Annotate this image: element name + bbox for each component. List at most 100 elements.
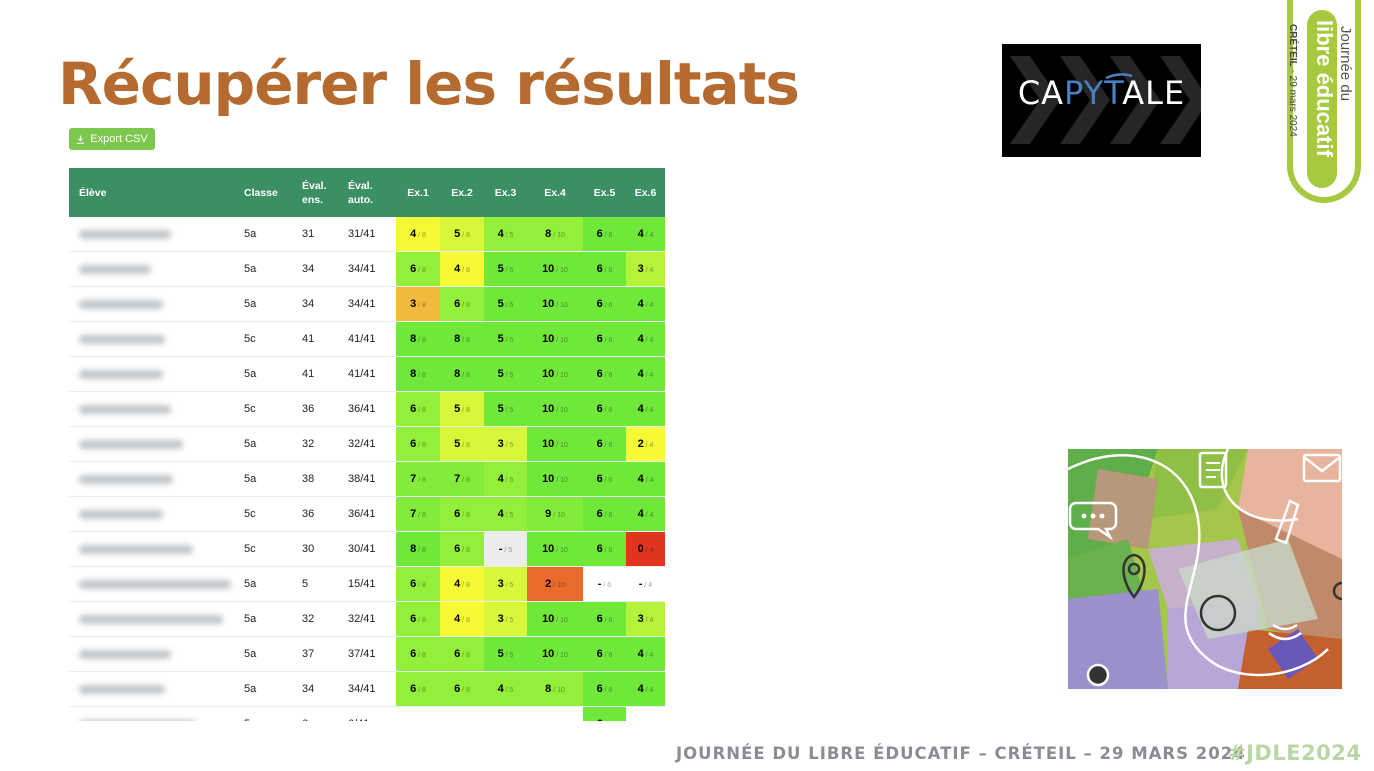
score-value: 5 <box>454 438 461 450</box>
header-ex-3[interactable]: Ex.3 <box>494 186 517 199</box>
score-value: 5 <box>497 368 504 380</box>
score-cell: - / 5 <box>484 706 527 721</box>
header-ex-1[interactable]: Ex.1 <box>407 186 429 199</box>
score-total: / 5 <box>503 512 514 519</box>
score-cell: 6 / 8 <box>396 391 440 427</box>
cell-eval-auto: 31/41 <box>348 217 396 252</box>
score-cell: 5 / 8 <box>440 391 484 427</box>
header-ex-5[interactable]: Ex.5 <box>593 186 616 199</box>
header-eval-auto[interactable]: Éval. auto. <box>348 179 374 206</box>
results-table: Élève Classe Éval. ens. Éval. auto. Ex.1… <box>69 168 665 721</box>
score-cell: 4 / 4 <box>626 496 665 532</box>
student-name-blurred <box>69 251 244 287</box>
header-eval-ens[interactable]: Éval. ens. <box>302 179 327 206</box>
score-value: 8 <box>454 368 461 380</box>
score-cell: 6 / 6 <box>583 356 626 392</box>
score-cell: 7 / 8 <box>396 496 440 532</box>
score-cell: 6 / 6 <box>583 706 626 721</box>
header-ex-2[interactable]: Ex.2 <box>451 186 473 199</box>
student-name-blurred <box>69 496 244 532</box>
score-cell: 10 / 10 <box>527 251 583 287</box>
score-total: / 5 <box>503 617 514 624</box>
score-value: 6 <box>596 298 603 310</box>
cell-class: 5a <box>244 251 302 287</box>
score-total: / 5 <box>503 407 514 414</box>
score-cell: 4 / 4 <box>626 356 665 392</box>
score-cell: - / 6 <box>583 566 626 602</box>
score-total: / 5 <box>503 687 514 694</box>
score-total: / 6 <box>602 267 613 274</box>
score-cell: 5 / 5 <box>484 286 527 322</box>
score-value: 6 <box>454 298 461 310</box>
score-total: / 4 <box>643 372 654 379</box>
score-cell: 2 / 4 <box>626 426 665 462</box>
cell-eval-ens: 36 <box>302 391 348 427</box>
cell-eval-auto: 6/41 <box>348 706 396 721</box>
score-cell: 6 / 8 <box>396 601 440 637</box>
pencil-icon <box>1274 499 1300 545</box>
score-total: / 8 <box>416 512 426 519</box>
document-icon <box>1198 451 1228 489</box>
header-ex-4[interactable]: Ex.4 <box>544 186 566 199</box>
export-csv-button[interactable]: Export CSV <box>69 128 155 150</box>
score-cell: 10 / 10 <box>527 391 583 427</box>
score-value: 8 <box>410 543 417 555</box>
score-cell: 4 / 4 <box>626 671 665 707</box>
score-cell: 3 / 8 <box>396 286 440 322</box>
cell-eval-auto: 41/41 <box>348 356 396 392</box>
score-value: 4 <box>410 228 417 240</box>
header-ex-6[interactable]: Ex.6 <box>634 186 657 199</box>
score-value: 10 <box>542 368 555 380</box>
score-cell: 4 / 4 <box>626 391 665 427</box>
table-row[interactable]: 5a66/41- / 8- / 8- / 5- / 106 / 6- / 4 <box>69 706 665 721</box>
score-value: 5 <box>454 403 461 415</box>
score-cell: 5 / 5 <box>484 391 527 427</box>
score-value: - <box>411 718 415 721</box>
student-name-blurred <box>69 356 244 392</box>
footer-hashtag: #JDLE2024 <box>1228 741 1362 765</box>
score-value: 6 <box>596 368 603 380</box>
score-total: / 8 <box>460 512 470 519</box>
cell-class: 5a <box>244 636 302 672</box>
score-value: - <box>499 718 503 721</box>
score-value: 4 <box>637 333 644 345</box>
score-total: / 8 <box>416 407 426 414</box>
score-total: / 4 <box>643 547 654 554</box>
score-cell: - / 4 <box>626 706 665 721</box>
header-class[interactable]: Classe <box>244 186 278 199</box>
score-cell: 4 / 8 <box>440 251 484 287</box>
score-value: 6 <box>596 403 603 415</box>
score-cell: 6 / 6 <box>583 601 626 637</box>
score-cell: 8 / 10 <box>527 671 583 707</box>
score-total: / 8 <box>460 232 470 239</box>
score-cell: 6 / 8 <box>396 671 440 707</box>
score-cell: 6 / 8 <box>440 531 484 567</box>
score-value: 6 <box>596 473 603 485</box>
score-total: / 8 <box>460 337 470 344</box>
student-name-blurred <box>69 217 244 252</box>
header-student[interactable]: Élève <box>79 186 107 199</box>
score-total: / 6 <box>601 582 612 589</box>
score-cell: 6 / 6 <box>583 496 626 532</box>
score-total: / 8 <box>416 442 426 449</box>
badge-line-3: CRÉTEIL - 29 mars 2024 <box>1287 24 1298 137</box>
score-total: / 8 <box>460 302 470 309</box>
score-total: / 4 <box>643 442 654 449</box>
logo-text-end: ALE <box>1122 74 1186 112</box>
cell-class: 5a <box>244 286 302 322</box>
mail-icon <box>1302 453 1342 483</box>
